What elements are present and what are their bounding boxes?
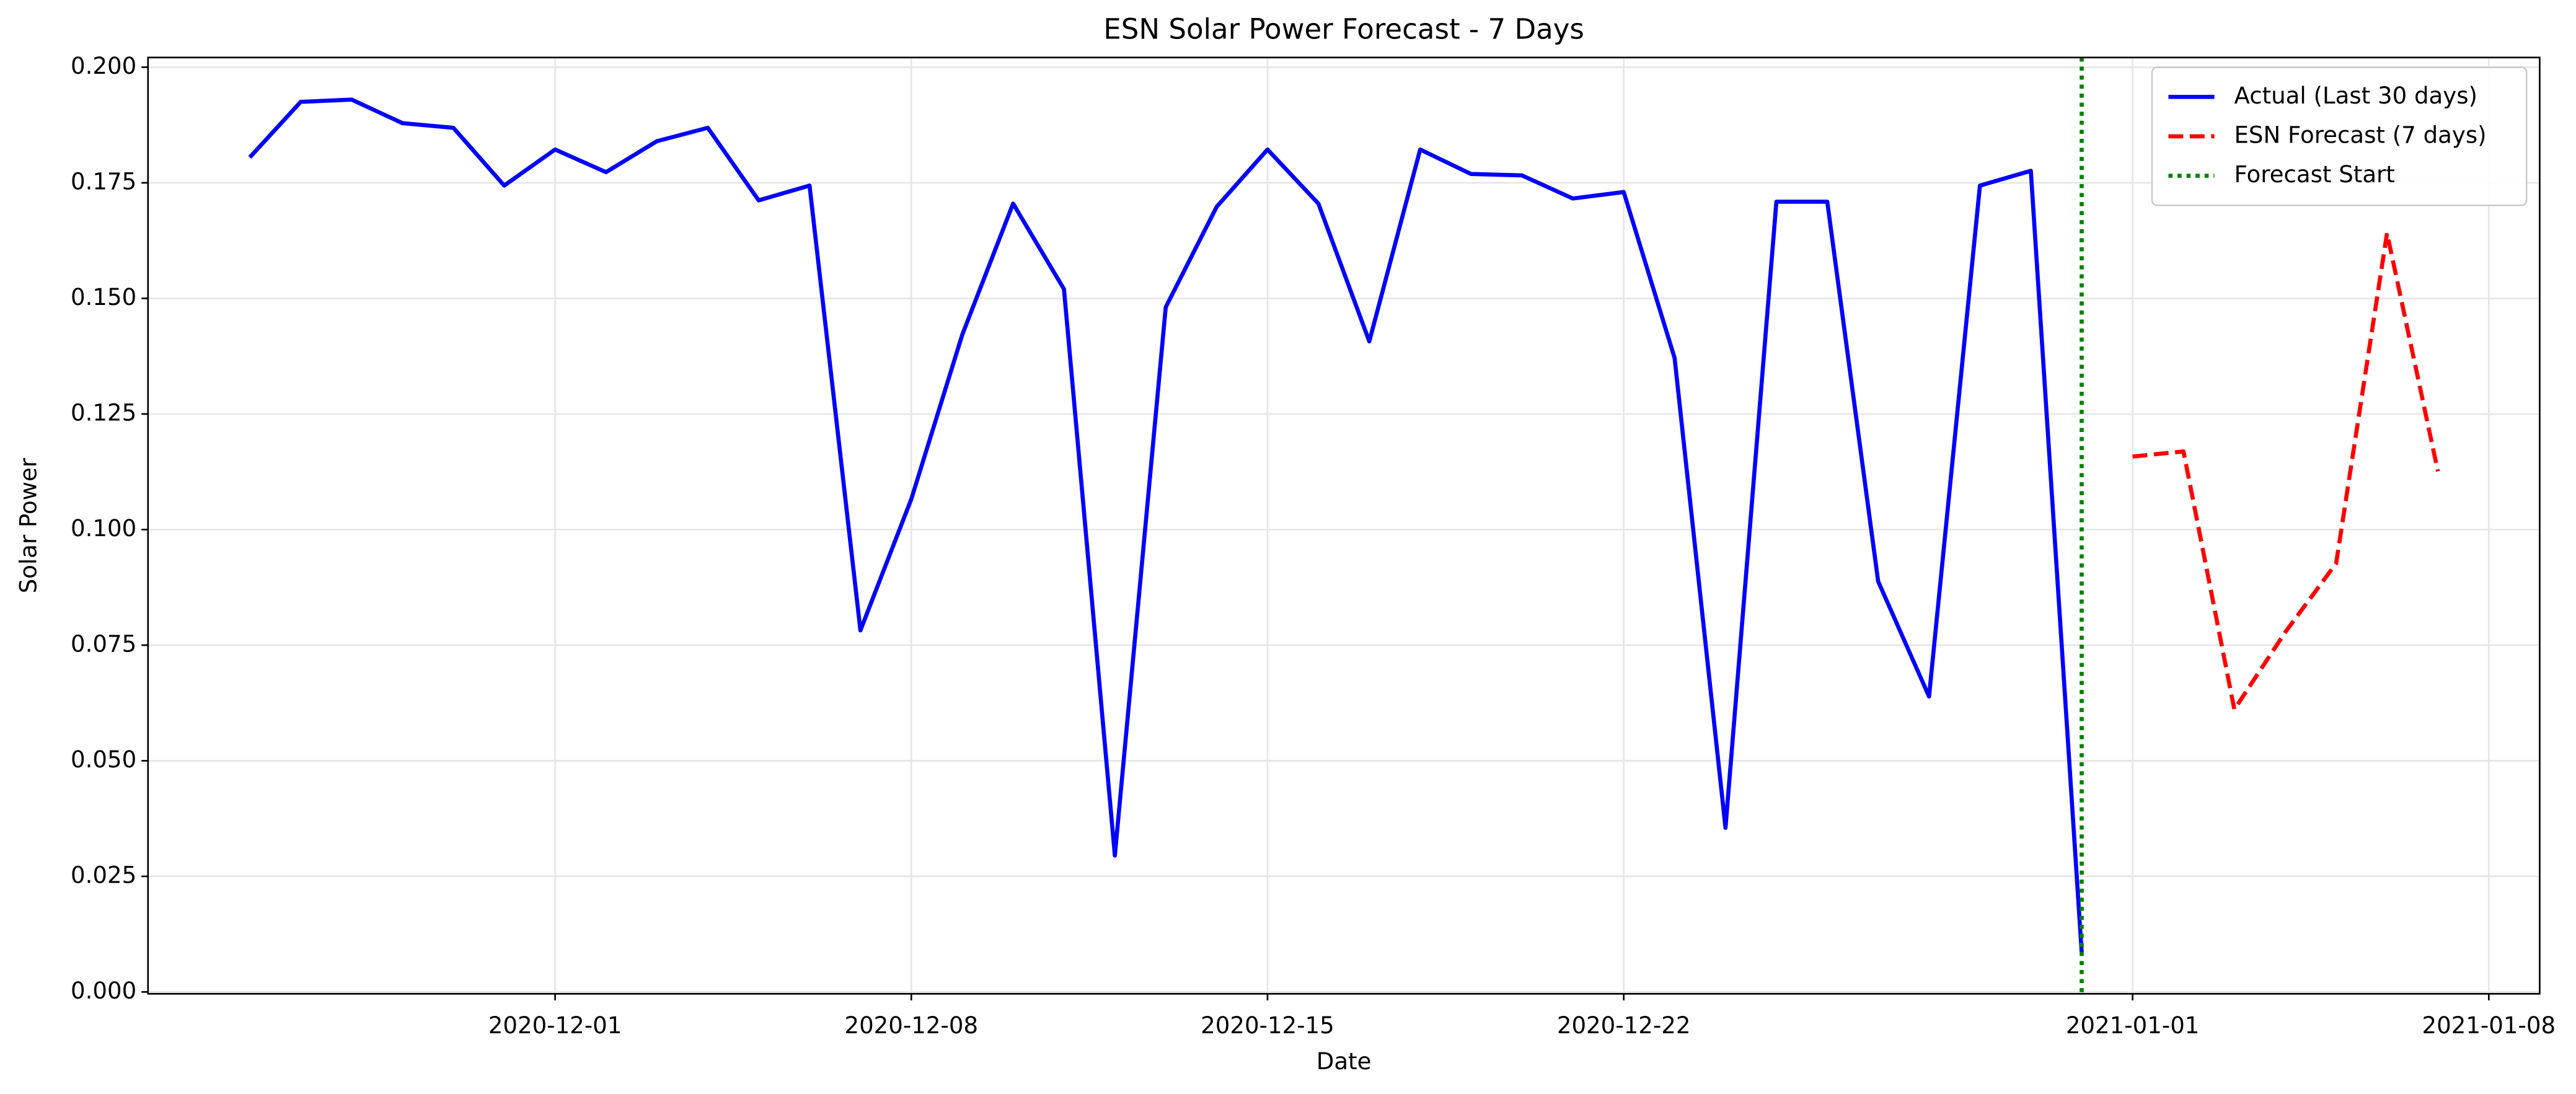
y-tick-label: 0.125 — [71, 399, 136, 426]
y-axis-label: Solar Power — [15, 457, 42, 593]
data-line — [248, 97, 2084, 953]
legend-label: ESN Forecast (7 days) — [2234, 121, 2486, 148]
x-tick-label: 2020-12-01 — [488, 1012, 622, 1039]
y-tick-label: 0.150 — [71, 284, 136, 311]
y-tick-label: 0.075 — [71, 630, 136, 657]
y-tick-label: 0.025 — [71, 862, 136, 888]
y-tick-label: 0.175 — [71, 168, 136, 195]
legend-label: Forecast Start — [2234, 161, 2394, 188]
data-line — [2132, 231, 2440, 712]
chart-title: ESN Solar Power Forecast - 7 Days — [1103, 12, 1584, 45]
legend-label: Actual (Last 30 days) — [2234, 82, 2477, 109]
x-tick-label: 2020-12-22 — [1557, 1012, 1691, 1039]
y-tick-label: 0.050 — [71, 746, 136, 773]
x-tick-label: 2020-12-15 — [1201, 1012, 1334, 1039]
y-tick-label: 0.100 — [71, 515, 136, 542]
x-tick-label: 2021-01-01 — [2066, 1012, 2200, 1039]
x-axis-label: Date — [1317, 1048, 1372, 1075]
plot-frame — [147, 56, 2541, 995]
legend-box — [2151, 66, 2528, 206]
y-tick-label: 0.000 — [71, 977, 136, 1004]
x-tick-label: 2020-12-08 — [844, 1012, 978, 1039]
x-tick-label: 2021-01-08 — [2422, 1012, 2556, 1039]
y-tick-label: 0.200 — [71, 53, 136, 79]
